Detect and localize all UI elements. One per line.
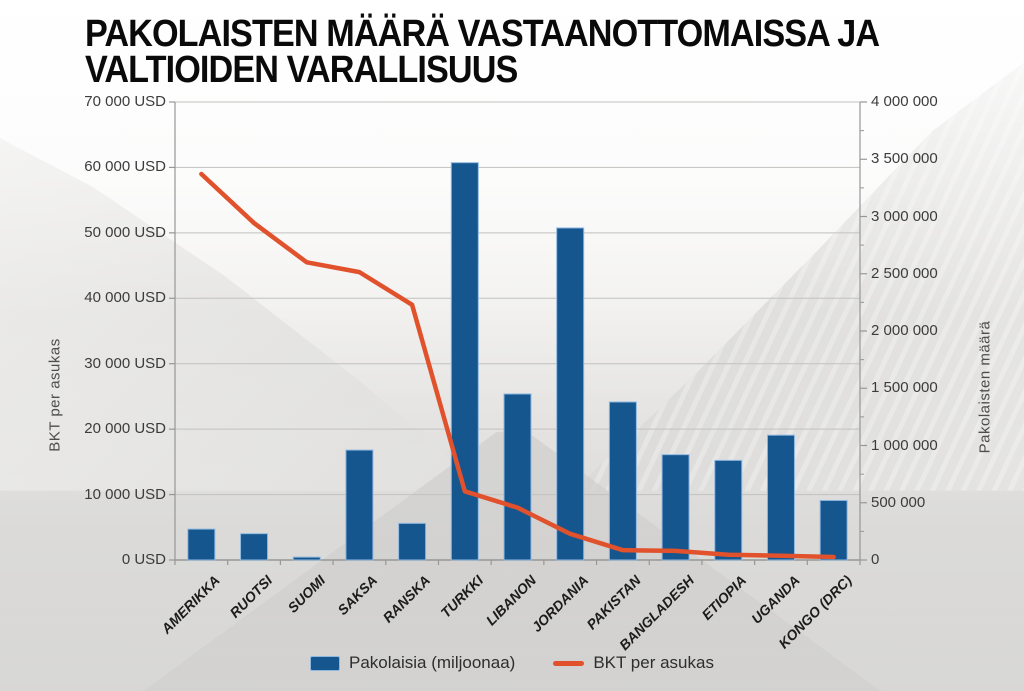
legend-line-swatch-icon [553,660,585,666]
left-axis-tick-label: 10 000 USD [84,485,166,503]
bar-SUOMI [292,556,321,561]
right-axis-tick-label: 1 500 000 [871,379,938,397]
left-axis-tick-label: 0 USD [121,551,166,568]
right-axis-tick-label: 3 500 000 [871,150,938,168]
bar-PAKISTAN [608,401,637,561]
bar-BANGLADESH [661,454,690,561]
left-axis-tick-label: 50 000 USD [84,223,166,241]
right-axis-title: Pakolaisten määrä [976,320,994,454]
right-axis-tick-label: 500 000 [871,493,926,511]
right-axis-tick-label: 1 000 000 [871,436,938,454]
bar-KONGO (DRC) [819,499,848,561]
bar-UGANDA [766,434,795,561]
legend-bar-label: Pakolaisia (miljoonaa) [349,653,516,672]
left-axis-tick-label: 70 000 USD [84,93,166,110]
chart-title-line-2: VALTIOIDEN VARALLISUUS [85,49,518,91]
left-axis-tick-label: 30 000 USD [84,354,166,372]
legend: Pakolaisia (miljoonaa) BKT per asukas [0,653,1024,673]
bar-TURKKI [450,162,479,561]
bar-SAKSA [345,449,374,561]
bar-ETIOPIA [714,459,743,561]
bar-AMERIKKA [187,528,216,561]
line-bkt-per-asukas [199,171,836,560]
legend-item-refugees: Pakolaisia (miljoonaa) [310,653,515,673]
right-axis-tick-label: 2 500 000 [871,264,938,282]
legend-line-label: BKT per asukas [593,653,714,672]
right-axis-tick-label: 3 000 000 [871,207,938,225]
left-axis-tick-label: 40 000 USD [84,289,166,307]
right-axis-tick-label: 2 000 000 [871,322,938,339]
legend-bar-swatch-icon [310,655,341,671]
chart-title-line-1: PAKOLAISTEN MÄÄRÄ VASTAANOTTOMAISSA JA [85,13,880,55]
right-axis-tick-label: 4 000 000 [871,93,938,110]
left-axis-tick-label: 60 000 USD [84,158,166,176]
chart-title: PAKOLAISTEN MÄÄRÄ VASTAANOTTOMAISSA JA V… [85,13,880,91]
bar-LIBANON [503,393,532,561]
bar-JORDANIA [556,227,585,561]
legend-item-gdp: BKT per asukas [553,653,714,673]
bar-RANSKA [398,522,427,561]
right-axis-tick-label: 0 [871,551,880,568]
left-axis-tick-label: 20 000 USD [84,420,166,438]
bar-RUOTSI [240,533,269,561]
